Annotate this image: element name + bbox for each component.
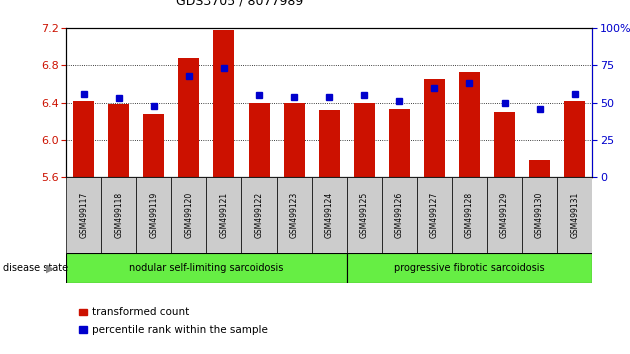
- Text: percentile rank within the sample: percentile rank within the sample: [92, 325, 268, 335]
- Text: GSM499126: GSM499126: [395, 192, 404, 238]
- Text: GSM499124: GSM499124: [324, 192, 334, 238]
- Text: GSM499117: GSM499117: [79, 192, 88, 238]
- Text: GSM499128: GSM499128: [465, 192, 474, 238]
- Bar: [66, 177, 101, 253]
- Bar: [214, 30, 234, 177]
- Bar: [312, 177, 347, 253]
- Text: GSM499131: GSM499131: [570, 192, 579, 238]
- Text: GSM499121: GSM499121: [219, 192, 229, 238]
- Bar: [346, 177, 382, 253]
- Text: GSM499118: GSM499118: [114, 192, 123, 238]
- Text: GDS3705 / 8077989: GDS3705 / 8077989: [176, 0, 304, 7]
- Text: transformed count: transformed count: [92, 307, 189, 317]
- Text: ▶: ▶: [46, 263, 55, 273]
- Bar: [353, 103, 375, 177]
- Bar: [494, 112, 515, 177]
- Bar: [171, 177, 207, 253]
- Bar: [346, 253, 592, 283]
- Bar: [417, 177, 452, 253]
- Bar: [241, 177, 277, 253]
- Bar: [277, 177, 312, 253]
- Bar: [66, 253, 346, 283]
- Bar: [459, 72, 480, 177]
- Bar: [382, 177, 417, 253]
- Text: GSM499129: GSM499129: [500, 192, 509, 238]
- Bar: [564, 101, 585, 177]
- Bar: [136, 177, 171, 253]
- Bar: [452, 177, 487, 253]
- Bar: [529, 160, 550, 177]
- Bar: [389, 109, 410, 177]
- Text: GSM499125: GSM499125: [360, 192, 369, 238]
- Text: GSM499120: GSM499120: [185, 192, 193, 238]
- Bar: [143, 114, 164, 177]
- Text: disease state: disease state: [3, 263, 68, 273]
- Bar: [284, 103, 305, 177]
- Bar: [178, 58, 200, 177]
- Text: progressive fibrotic sarcoidosis: progressive fibrotic sarcoidosis: [394, 263, 545, 273]
- Bar: [522, 177, 557, 253]
- Text: GSM499127: GSM499127: [430, 192, 439, 238]
- Bar: [73, 101, 94, 177]
- Text: GSM499123: GSM499123: [290, 192, 299, 238]
- Bar: [101, 177, 136, 253]
- Text: nodular self-limiting sarcoidosis: nodular self-limiting sarcoidosis: [129, 263, 284, 273]
- Bar: [108, 104, 129, 177]
- Text: GSM499122: GSM499122: [255, 192, 263, 238]
- Bar: [424, 79, 445, 177]
- Bar: [319, 110, 340, 177]
- Bar: [487, 177, 522, 253]
- Bar: [207, 177, 241, 253]
- Text: GSM499119: GSM499119: [149, 192, 158, 238]
- Bar: [557, 177, 592, 253]
- Text: GSM499130: GSM499130: [535, 192, 544, 238]
- Bar: [248, 103, 270, 177]
